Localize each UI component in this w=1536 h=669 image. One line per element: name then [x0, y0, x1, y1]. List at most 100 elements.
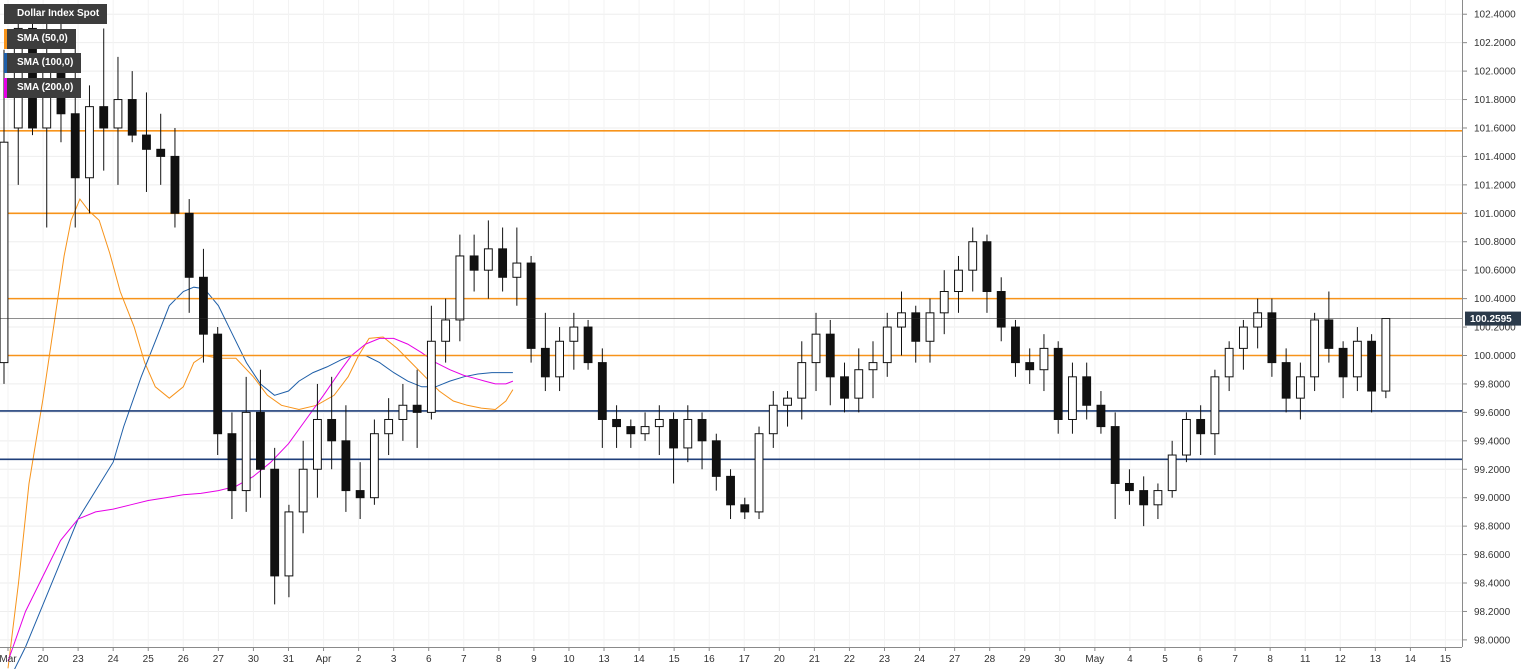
- candle: [369, 419, 379, 505]
- y-tick-label: 102.2000: [1474, 38, 1516, 49]
- candle-body-up: [312, 418, 322, 470]
- candle: [811, 312, 821, 392]
- x-tick-label: 7: [461, 654, 467, 665]
- candle: [241, 376, 251, 512]
- candle: [1352, 327, 1362, 392]
- candle: [897, 291, 906, 356]
- candle: [569, 312, 579, 370]
- candle: [726, 469, 735, 520]
- candle-body-down: [70, 113, 80, 179]
- candle-body-up: [0, 141, 9, 364]
- candle-body-down: [1367, 340, 1377, 392]
- candle: [669, 412, 678, 484]
- y-tick-label: 100.8000: [1474, 237, 1516, 248]
- legend-dollar-index: Dollar Index Spot: [4, 4, 108, 24]
- candle: [1338, 341, 1348, 399]
- candle-body-down: [1082, 376, 1092, 406]
- candle: [1324, 291, 1334, 363]
- x-tick-label: 10: [563, 654, 575, 665]
- candle-body-down: [526, 262, 536, 349]
- x-tick-label: 13: [598, 654, 610, 665]
- candle: [797, 341, 807, 420]
- x-tick-label: 30: [1054, 654, 1066, 665]
- candle-body-down: [1139, 490, 1149, 506]
- candle-body-down: [612, 418, 621, 428]
- candle: [284, 504, 294, 598]
- candle: [127, 71, 137, 143]
- y-tick-label: 102.0000: [1474, 67, 1516, 78]
- candle: [469, 234, 479, 292]
- y-tick-label: 101.8000: [1474, 95, 1516, 106]
- candle-body-up: [783, 397, 792, 406]
- candle-body-up: [1167, 454, 1177, 492]
- candle-body-up: [1068, 376, 1077, 420]
- y-tick-label: 100.0000: [1474, 351, 1516, 362]
- y-tick-label: 101.6000: [1474, 123, 1516, 134]
- candle: [597, 348, 607, 448]
- candle: [1153, 483, 1163, 520]
- candle: [1224, 341, 1234, 392]
- x-tick-label: 8: [496, 654, 502, 665]
- candle-body-down: [597, 362, 607, 420]
- candle-body-up: [1153, 490, 1163, 506]
- candle: [1196, 405, 1206, 456]
- candle: [754, 426, 764, 520]
- candle: [1082, 362, 1092, 420]
- candle-body-down: [498, 248, 508, 278]
- candle-body-down: [1196, 418, 1206, 435]
- candle: [911, 305, 921, 363]
- candle-body-up: [555, 340, 565, 378]
- candle: [170, 127, 180, 228]
- candle-body-up: [968, 241, 978, 271]
- candle-body-down: [256, 411, 265, 470]
- candle-body-down: [1125, 482, 1134, 492]
- candle: [854, 348, 864, 413]
- legend-dollar-index-label: Dollar Index Spot: [17, 8, 100, 19]
- candle: [583, 319, 593, 370]
- x-tick-label: 27: [949, 654, 961, 665]
- candle-body-down: [156, 148, 166, 157]
- x-tick-label: 23: [879, 654, 891, 665]
- x-tick-label: 15: [669, 654, 681, 665]
- x-tick-label: May: [1085, 654, 1104, 665]
- candle: [1267, 298, 1277, 377]
- candle-body-down: [540, 347, 550, 378]
- candle: [298, 440, 308, 534]
- y-tick-label: 101.4000: [1474, 152, 1516, 163]
- legend-sma-50: SMA (50,0): [4, 29, 76, 49]
- candle: [384, 398, 394, 456]
- candle-body-down: [142, 134, 151, 150]
- x-tick-label: 29: [1019, 654, 1031, 665]
- current-price-badge: [1465, 311, 1521, 326]
- x-tick-label: 20: [37, 654, 49, 665]
- x-tick-label: 16: [704, 654, 716, 665]
- candle-body-up: [882, 326, 892, 364]
- candle-body-up: [1181, 418, 1191, 456]
- y-tick-label: 99.6000: [1474, 408, 1511, 419]
- candle-body-up: [85, 106, 94, 179]
- candle-body-down: [1053, 347, 1063, 420]
- candle: [1381, 318, 1391, 399]
- x-tick-label: 24: [914, 654, 926, 665]
- candle-body-down: [1281, 362, 1291, 399]
- candle-body-down: [327, 418, 337, 442]
- candle: [526, 255, 536, 363]
- candle: [1295, 362, 1305, 420]
- x-tick-label: Mar: [0, 654, 17, 665]
- x-tick-label: 11: [1300, 654, 1311, 665]
- x-tick-label: 12: [1335, 654, 1347, 665]
- y-tick-label: 99.4000: [1474, 436, 1511, 447]
- x-tick-label: 6: [1197, 654, 1203, 665]
- candle-body-down: [982, 241, 992, 293]
- x-tick-label: 23: [73, 654, 85, 665]
- candle-body-down: [1324, 319, 1334, 349]
- candle-body-up: [1352, 340, 1362, 378]
- candle-body-down: [469, 255, 479, 271]
- candle-body-up: [1381, 318, 1391, 392]
- y-tick-label: 101.2000: [1474, 180, 1516, 191]
- candle-body-up: [398, 404, 408, 420]
- candle: [113, 56, 123, 185]
- candle-body-up: [1039, 347, 1049, 371]
- candle: [840, 362, 849, 413]
